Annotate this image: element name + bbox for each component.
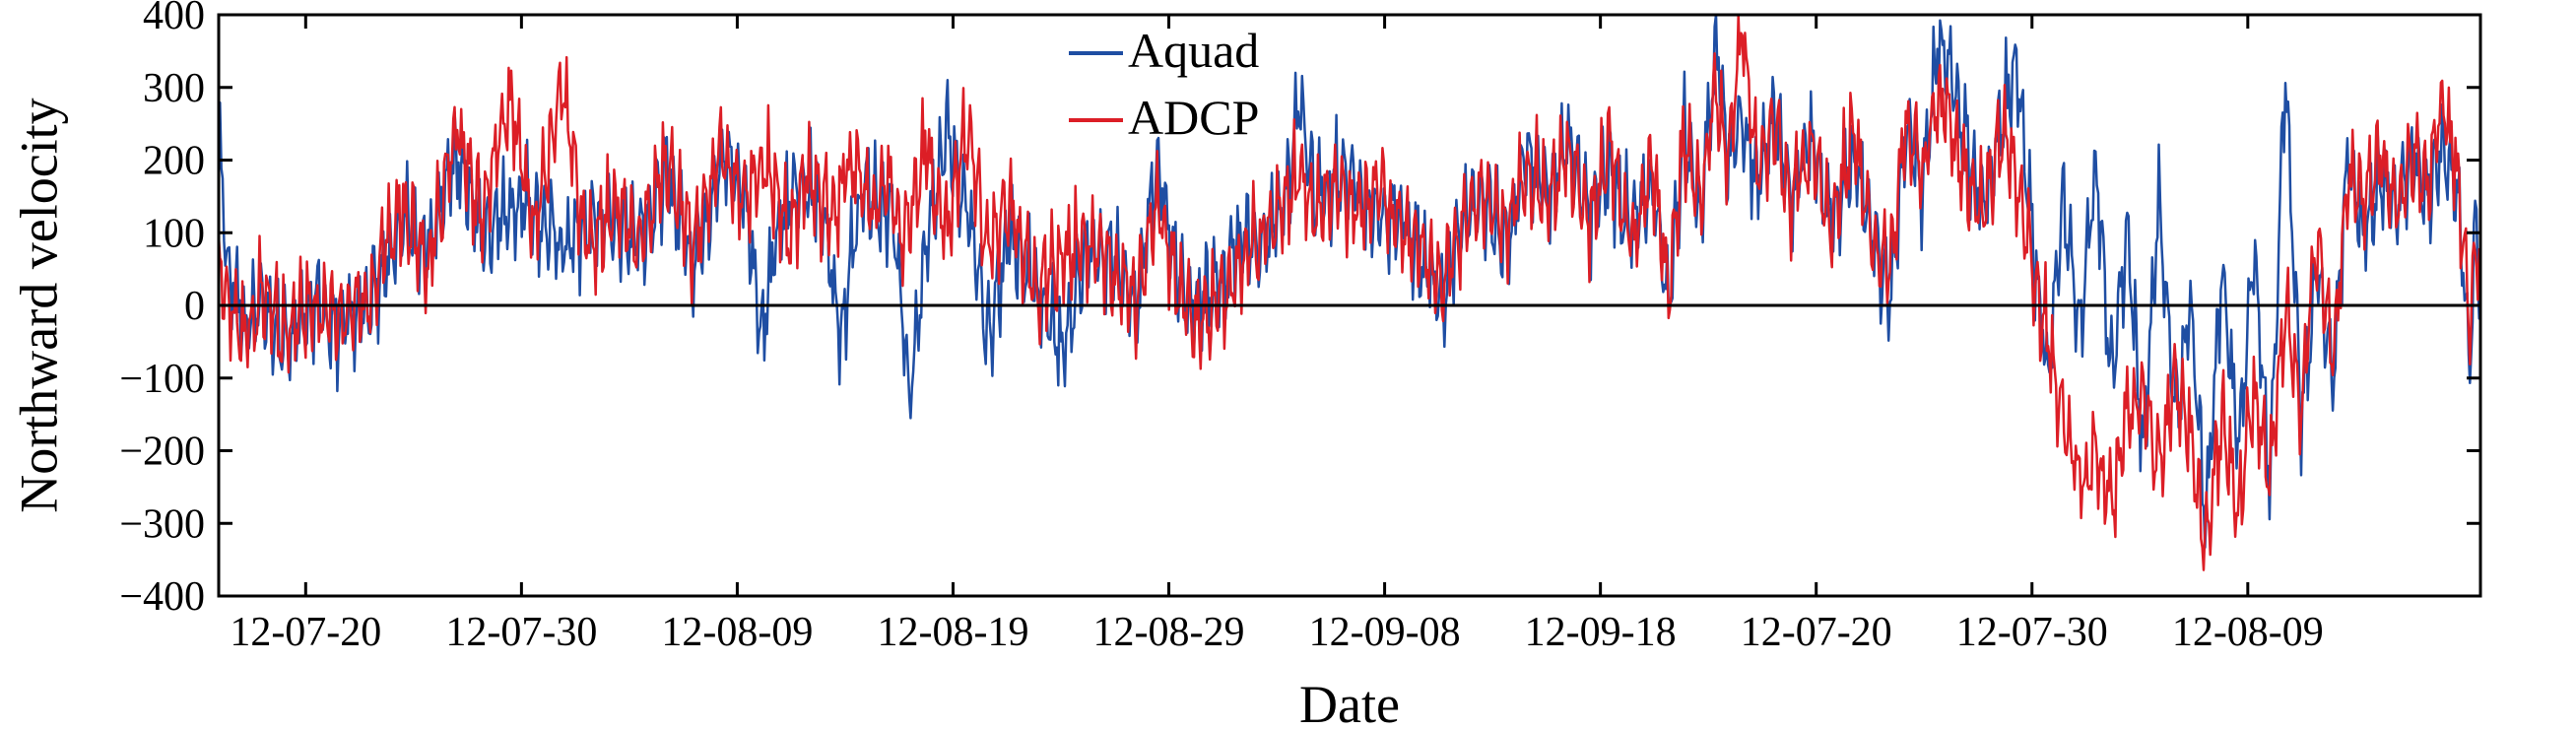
- x-tick-label: 12-07-30: [1956, 610, 2108, 655]
- legend: Aquad ADCP: [1069, 23, 1259, 145]
- legend-label-aquad: Aquad: [1128, 23, 1259, 78]
- x-tick-label: 12-08-09: [2172, 610, 2324, 655]
- y-tick-label: 200: [143, 139, 205, 184]
- x-axis-label: Date: [1299, 675, 1400, 730]
- y-tick-label: −100: [119, 357, 205, 402]
- legend-label-adcp: ADCP: [1128, 90, 1259, 145]
- x-tick-label: 12-07-30: [445, 610, 597, 655]
- x-tick-label: 12-07-20: [230, 610, 381, 655]
- x-tick-label: 12-07-20: [1741, 610, 1892, 655]
- y-tick-label: 100: [143, 211, 205, 256]
- y-tick-label: −400: [119, 574, 205, 620]
- ticks-layer: −400 −300 −200 −100 0 100 200 300 400 12-07-20 12-…: [119, 0, 2480, 655]
- x-tick-label: 12-08-29: [1093, 610, 1245, 655]
- y-tick-label: −300: [119, 501, 205, 547]
- x-tick-label: 12-09-08: [1309, 610, 1461, 655]
- y-tick-label: 400: [143, 0, 205, 38]
- series-line-adcp: [217, 13, 2482, 571]
- x-tick-label: 12-09-18: [1525, 610, 1677, 655]
- y-tick-label: 300: [143, 66, 205, 111]
- y-axis-label: Northward velocity: [9, 98, 68, 512]
- series-layer: [217, 13, 2482, 571]
- y-tick-label: −200: [119, 430, 205, 475]
- x-tick-label: 12-08-09: [661, 610, 813, 655]
- x-tick-label: 12-08-19: [877, 610, 1028, 655]
- y-tick-label: 0: [184, 284, 205, 329]
